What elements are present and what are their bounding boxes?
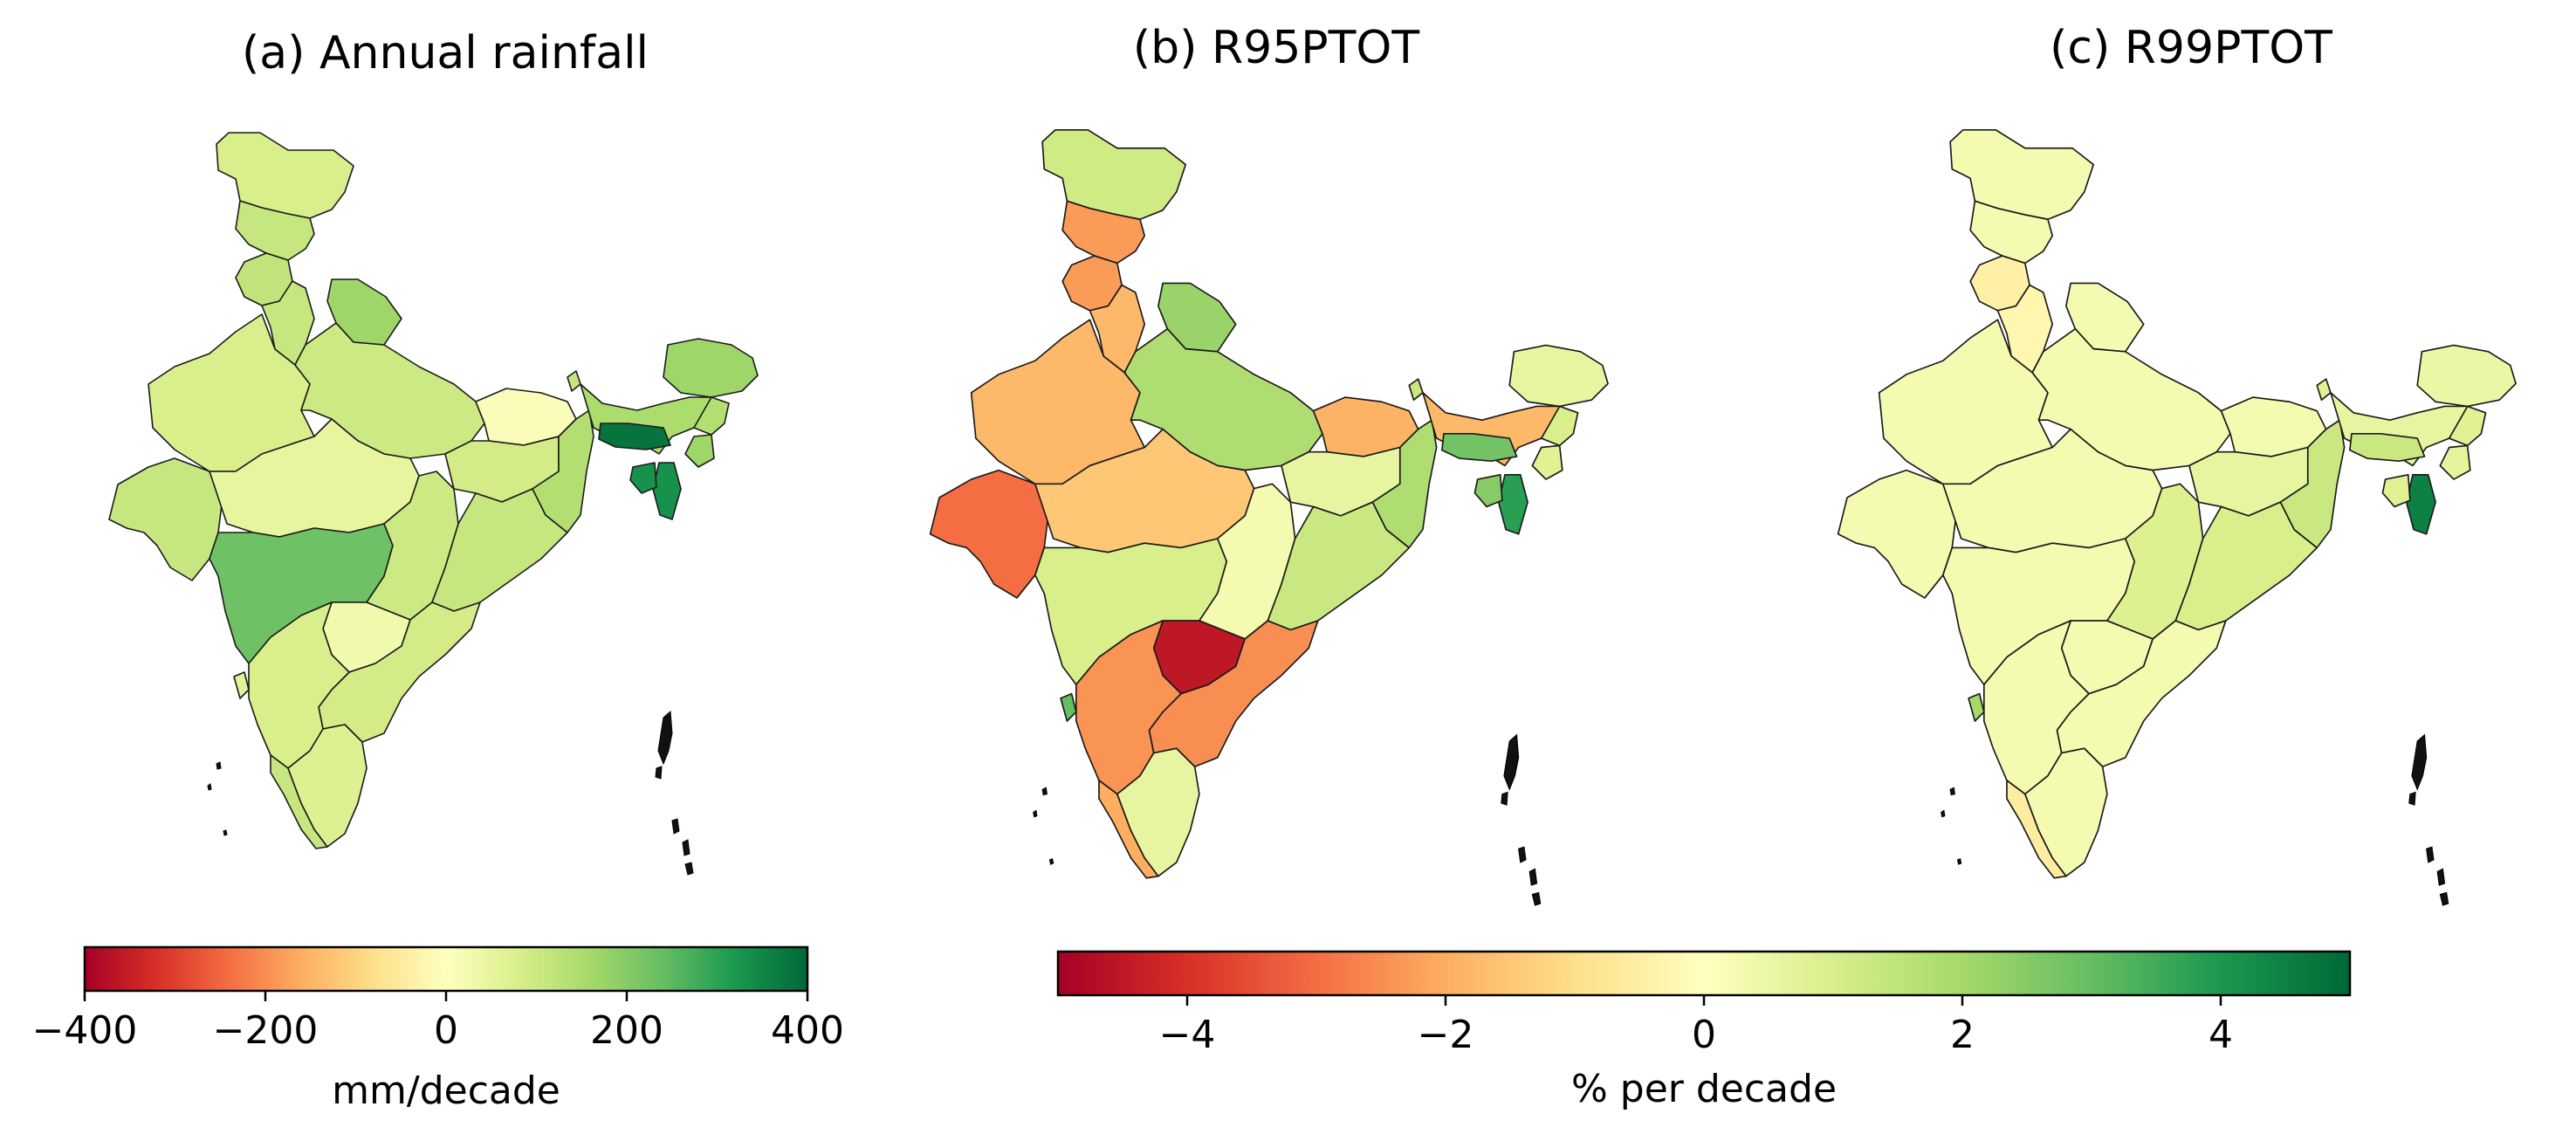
island-0 [657,710,673,766]
region-manipur [1531,444,1563,480]
region-karnataka [1075,620,1182,795]
colorbar-tick-label: 4 [2208,1013,2233,1057]
region-gujarat [108,457,223,581]
island-5 [1949,787,1955,796]
island-7 [1048,858,1054,865]
region-tripura [629,462,657,494]
region-tripura [1473,474,1503,508]
colorbar-tick-label: −200 [213,1008,319,1053]
island-3 [1528,868,1538,886]
region-nagaland [2448,405,2487,447]
island-5 [216,761,222,770]
region-karnataka [248,601,350,769]
region-jammu-kashmir [1041,129,1187,221]
colorbar-tick-label: 0 [434,1008,458,1053]
region-jammu-kashmir [1949,129,2095,221]
region-nagaland [693,396,730,436]
region-mizoram [1497,474,1528,535]
colorbar-tick-label: 200 [590,1008,663,1053]
map-panel-c [1837,129,2517,906]
island-5 [1041,787,1048,796]
island-1 [1501,791,1508,806]
island-0 [1503,733,1520,791]
panel-title-a: (a) Annual rainfall [242,27,649,79]
colorbar-tick-label: 2 [1950,1013,1975,1057]
island-0 [2411,733,2428,791]
region-tripura [2381,474,2411,508]
region-tamil-nadu [1116,747,1200,877]
region-mizoram [652,462,682,520]
colorbar-a-ticks: −400 −200 0 200 400 [32,991,844,1053]
region-meghalaya [1441,432,1518,463]
colorbar-b: −4 −2 0 2 4 % per decade [1056,950,2352,1111]
colorbar-b-label: % per decade [1571,1067,1837,1111]
region-haryana [1996,284,2054,374]
region-tamil-nadu [287,724,368,848]
island-6 [1941,809,1946,818]
island-2 [1518,846,1527,863]
colorbar-b-ticks: −4 −2 0 2 4 [1159,995,2233,1057]
region-himachal-pradesh [235,200,315,261]
island-6 [1033,809,1038,818]
island-6 [207,783,212,791]
island-7 [223,829,228,836]
region-tamil-nadu [2024,747,2108,877]
region-manipur [2439,444,2471,480]
region-andhra-pradesh [2056,620,2227,768]
island-4 [684,862,694,876]
region-karnataka [1982,620,2090,795]
region-sikkim [567,370,581,392]
region-west-bengal [532,409,594,533]
colorbar-tick-label: −2 [1418,1013,1474,1057]
colorbar-a-label: mm/decade [332,1069,560,1113]
region-goa [1968,692,1985,722]
region-meghalaya [2349,432,2426,463]
panel-title-b: (b) R95PTOT [1133,22,1419,74]
region-andhra-pradesh [318,601,481,743]
island-4 [1531,891,1542,906]
region-gujarat [1837,469,1958,599]
island-2 [671,818,680,835]
region-haryana [1089,284,1146,374]
map-panel-a [108,132,759,876]
region-goa [1060,692,1077,722]
region-meghalaya [598,423,671,450]
region-west-bengal [1371,419,1438,549]
colorbar-tick-label: 0 [1692,1013,1716,1057]
region-arunachal-pradesh [1508,344,1609,408]
colorbar-a-gradient [85,947,807,991]
colorbar-tick-label: −400 [32,1008,138,1053]
region-haryana [261,280,315,366]
island-7 [1956,858,1962,865]
region-jammu-kashmir [216,132,354,219]
region-arunachal-pradesh [663,338,759,398]
region-west-bengal [2279,419,2346,549]
island-3 [682,839,690,856]
island-2 [2426,846,2435,863]
map-panel-b [929,129,1609,906]
island-1 [655,766,663,780]
colorbar-b-gradient [1058,952,2350,995]
colorbar-tick-label: 400 [771,1008,844,1053]
region-sikkim [2316,378,2332,401]
island-3 [2436,868,2446,886]
panel-title-c: (c) R99PTOT [2050,22,2332,74]
region-arunachal-pradesh [2416,344,2517,408]
island-1 [2408,791,2416,806]
region-sikkim [1408,378,1424,401]
region-gujarat [929,469,1050,599]
region-mizoram [2405,474,2436,535]
colorbar-a: −400 −200 0 200 400 mm/decade [32,945,844,1113]
region-andhra-pradesh [1148,620,1319,768]
region-nagaland [1540,405,1579,447]
region-himachal-pradesh [1061,200,1146,265]
region-goa [233,671,250,699]
island-4 [2439,891,2449,906]
region-himachal-pradesh [1969,200,2054,265]
region-manipur [684,434,715,468]
colorbar-tick-label: −4 [1159,1013,1216,1057]
